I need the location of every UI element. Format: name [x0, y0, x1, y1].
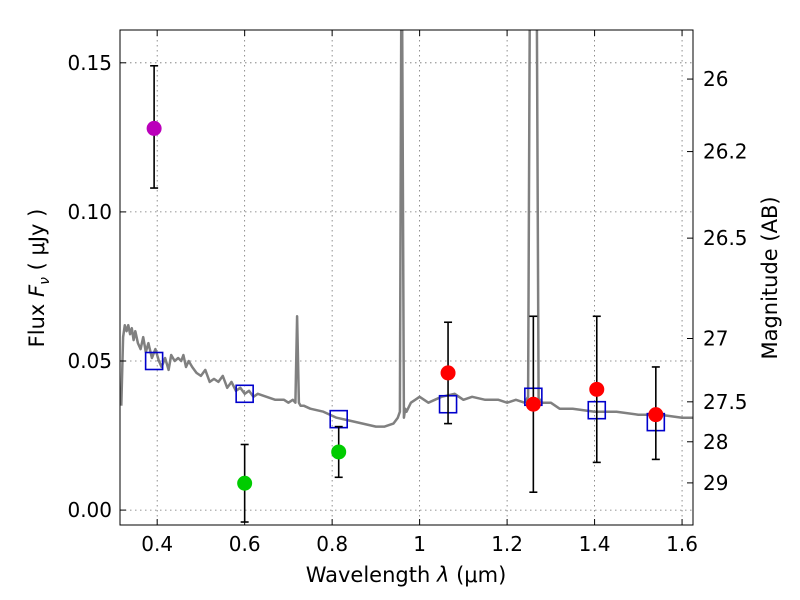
model-spectrum-line	[120, 30, 693, 428]
y-tick-label: 0.05	[67, 349, 112, 373]
plot-frame	[119, 29, 694, 526]
x-tick-label: 0.6	[229, 532, 261, 556]
axes: 0.4 0.6 0.8 1 1.2 1.4 1.6 0.00 0.05 0.10 0.15 26 26.…	[67, 30, 748, 556]
x-tick-label: 1.6	[666, 532, 698, 556]
y2-tick-label: 26.5	[703, 226, 748, 250]
y-tick-label: 0.15	[67, 51, 112, 75]
model-photometry-point	[144, 351, 164, 371]
observed-photometry-point	[331, 444, 347, 460]
observed-photometry-point	[440, 365, 456, 381]
observed-photometry-point	[146, 120, 162, 136]
y2-tick-label: 26.2	[703, 140, 748, 164]
grid	[120, 30, 693, 525]
observed-photometry-point	[589, 381, 605, 397]
y2-tick-label: 27	[703, 326, 728, 350]
y2-axis-label: Magnitude (AB)	[758, 196, 782, 359]
y2-tick-label: 29	[703, 471, 728, 495]
observed-photometry-point	[237, 475, 253, 491]
observed-photometry-point	[648, 407, 664, 423]
y2-tick-label: 27.5	[703, 390, 748, 414]
x-tick-label: 0.4	[141, 532, 173, 556]
model-photometry-point	[235, 384, 254, 404]
observed-photometry-point	[525, 396, 541, 412]
x-tick-label: 1	[413, 532, 426, 556]
x-tick-label: 1.2	[491, 532, 523, 556]
plot-area	[120, 30, 693, 523]
x-axis-label: Wavelength λ (μm)	[306, 563, 507, 587]
y-axis-label: Flux Fν ( μJy )	[25, 209, 53, 348]
y2-tick-label: 26	[703, 67, 728, 91]
y-tick-label: 0.00	[67, 498, 112, 522]
x-tick-label: 1.4	[579, 532, 611, 556]
x-tick-label: 0.8	[316, 532, 348, 556]
y-tick-label: 0.10	[67, 200, 112, 224]
y2-tick-label: 28	[703, 430, 728, 454]
